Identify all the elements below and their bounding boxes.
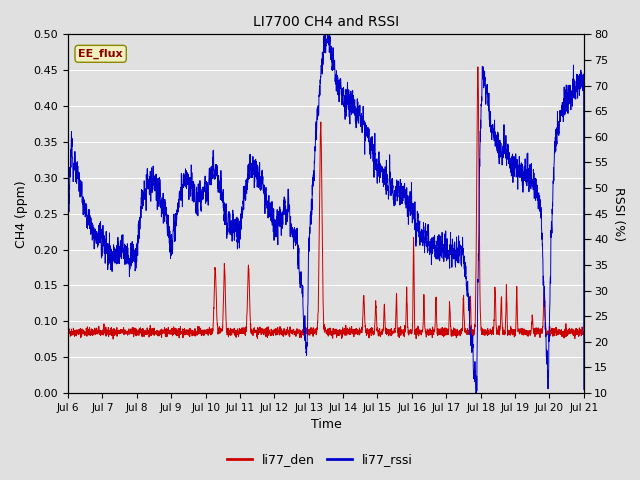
Text: EE_flux: EE_flux	[78, 48, 123, 59]
Y-axis label: RSSI (%): RSSI (%)	[612, 187, 625, 241]
X-axis label: Time: Time	[310, 419, 341, 432]
Title: LI7700 CH4 and RSSI: LI7700 CH4 and RSSI	[253, 15, 399, 29]
Y-axis label: CH4 (ppm): CH4 (ppm)	[15, 180, 28, 248]
Legend: li77_den, li77_rssi: li77_den, li77_rssi	[222, 448, 418, 471]
